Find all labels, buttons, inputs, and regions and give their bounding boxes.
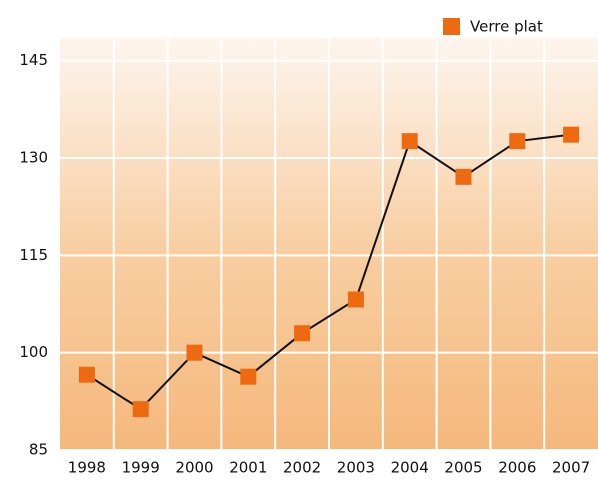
legend-swatch [443,18,460,35]
x-tick-label: 2005 [444,459,482,477]
marker [509,133,526,150]
marker [132,401,149,418]
y-tick-label: 130 [19,149,48,167]
x-tick-label: 2007 [552,459,590,477]
legend-label: Verre plat [470,18,543,36]
y-tick-label: 85 [29,441,48,459]
marker [186,344,203,361]
x-tick-label: 2003 [337,459,375,477]
marker [240,368,257,385]
marker [455,168,472,185]
y-tick-label: 145 [19,51,48,69]
marker [294,325,311,342]
x-tick-label: 1998 [68,459,106,477]
marker [347,291,364,308]
y-tick-label: 100 [19,343,48,361]
x-tick-label: 2000 [175,459,213,477]
x-tick-label: 2001 [229,459,267,477]
line [86,133,572,411]
x-tick-label: 2002 [283,459,321,477]
x-tick-label: 1999 [122,459,160,477]
x-tick-label: 2004 [391,459,429,477]
marker [401,133,418,150]
marker [78,366,95,383]
marker [563,126,580,143]
x-tick-label: 2006 [498,459,536,477]
y-tick-label: 115 [19,246,48,264]
